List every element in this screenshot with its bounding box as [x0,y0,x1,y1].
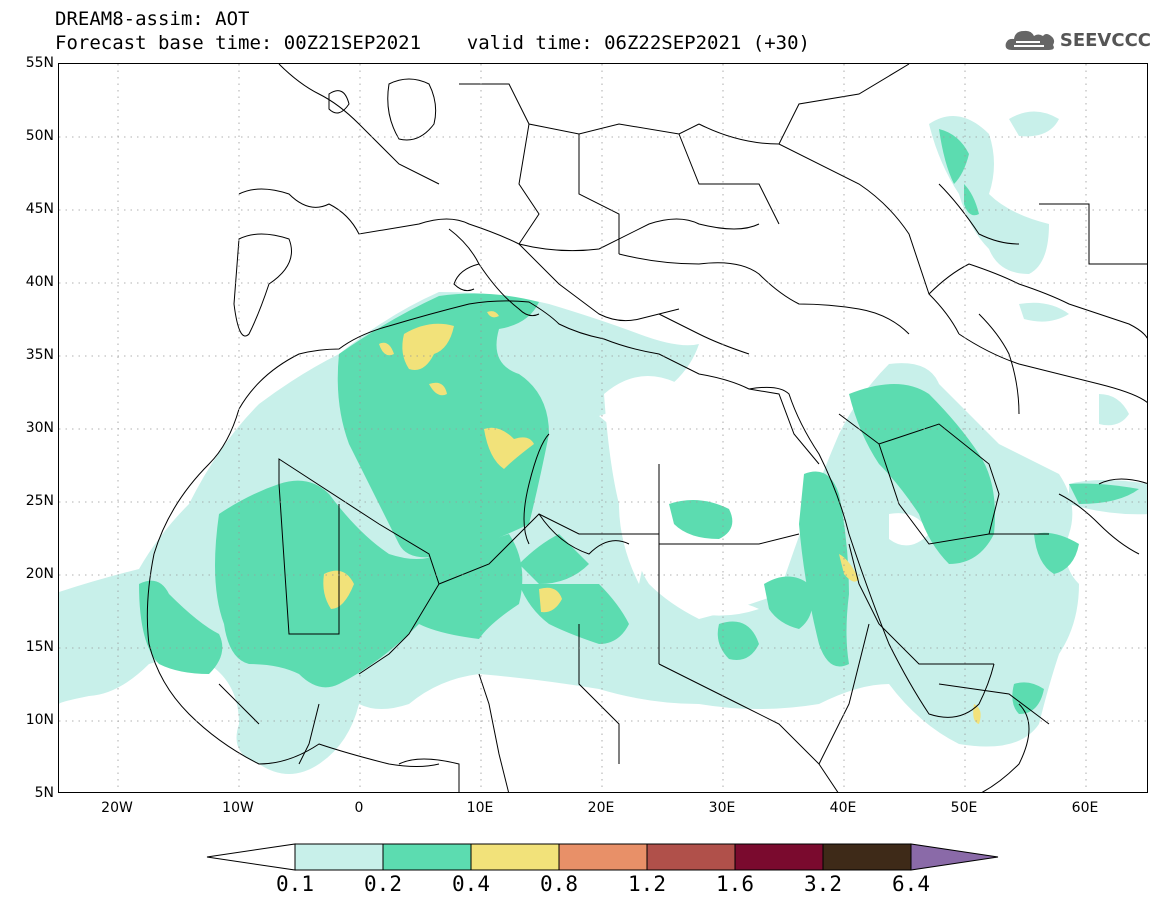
colorbar-seg-0-8 [558,843,648,871]
lat-label-5n: 5N [34,785,54,801]
title-line-2: Forecast base time: 00Z21SEP2021 valid t… [55,32,810,54]
colorbar-seg-1-6 [734,843,824,871]
colorbar-low-arrow [206,843,296,871]
colorbar-seg-0-1 [294,843,384,871]
boundaries [146,64,1147,792]
lat-label-45n: 45N [25,201,54,217]
colorbar-label-0-4: 0.4 [452,872,490,896]
lat-label-40n: 40N [25,274,54,290]
lon-label-50e: 50E [950,800,978,816]
colorbar-label-3-2: 3.2 [804,872,842,896]
lon-label-30e: 30E [708,800,736,816]
cloud-icon [1005,30,1054,50]
lat-label-50n: 50N [25,128,54,144]
colorbar-seg-0-2 [382,843,472,871]
colorbar-label-1-2: 1.2 [628,872,666,896]
lat-label-15n: 15N [25,639,54,655]
lat-label-10n: 10N [25,712,54,728]
lat-label-30n: 30N [25,420,54,436]
lon-label-20w: 20W [101,800,133,816]
grid-lines [59,64,1147,792]
lat-label-55n: 55N [25,55,54,71]
colorbar [206,843,999,871]
colorbar-seg-3-2 [822,843,912,871]
lon-label-0: 0 [354,800,364,816]
colorbar-label-1-6: 1.6 [716,872,754,896]
lon-label-40e: 40E [829,800,857,816]
colorbar-label-0-8: 0.8 [540,872,578,896]
aot-field-0-1 [59,111,1147,774]
lat-label-25n: 25N [25,493,54,509]
lat-label-35n: 35N [25,347,54,363]
logo: SEEVCCC [1004,26,1151,54]
title-line-1: DREAM8-assim: AOT [55,8,250,30]
lat-label-20n: 20N [25,566,54,582]
colorbar-seg-1-2 [646,843,736,871]
colorbar-seg-0-4 [470,843,560,871]
colorbar-label-0-2: 0.2 [364,872,402,896]
aot-map [58,63,1148,793]
aot-field-0-4 [323,311,981,724]
colorbar-label-6-4: 6.4 [892,872,930,896]
lon-label-60e: 60E [1071,800,1099,816]
lon-label-10w: 10W [222,800,254,816]
colorbar-high-arrow [910,843,999,871]
map-svg [59,64,1147,792]
colorbar-label-0-1: 0.1 [276,872,314,896]
lon-label-20e: 20E [587,800,615,816]
logo-text: SEEVCCC [1059,29,1151,51]
lon-label-10e: 10E [466,800,494,816]
